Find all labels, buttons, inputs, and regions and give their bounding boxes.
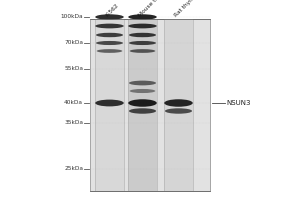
Text: 35kDa: 35kDa	[64, 120, 83, 126]
Ellipse shape	[95, 24, 124, 28]
Ellipse shape	[128, 14, 157, 20]
Ellipse shape	[96, 33, 123, 37]
Ellipse shape	[128, 99, 157, 107]
Ellipse shape	[130, 89, 155, 93]
Text: Mouse thymus: Mouse thymus	[137, 0, 172, 18]
Ellipse shape	[97, 49, 122, 53]
Ellipse shape	[164, 99, 193, 107]
Text: Rat thymus: Rat thymus	[173, 0, 201, 18]
Text: NSUN3: NSUN3	[226, 100, 251, 106]
Bar	[90, 19, 210, 191]
Ellipse shape	[129, 33, 156, 37]
Text: 55kDa: 55kDa	[64, 66, 83, 72]
Ellipse shape	[129, 41, 156, 45]
Ellipse shape	[130, 49, 155, 53]
Bar	[164, 19, 193, 191]
Ellipse shape	[95, 100, 124, 106]
Text: 25kDa: 25kDa	[64, 166, 83, 171]
Ellipse shape	[95, 14, 124, 20]
Text: K-562: K-562	[104, 3, 120, 18]
Ellipse shape	[96, 41, 123, 45]
Bar	[95, 19, 124, 191]
Ellipse shape	[129, 81, 156, 85]
Text: 70kDa: 70kDa	[64, 40, 83, 46]
Ellipse shape	[129, 108, 156, 114]
Bar	[128, 19, 157, 191]
Ellipse shape	[165, 108, 192, 114]
Ellipse shape	[128, 24, 157, 28]
Text: 40kDa: 40kDa	[64, 100, 83, 106]
Text: 100kDa: 100kDa	[61, 15, 83, 20]
